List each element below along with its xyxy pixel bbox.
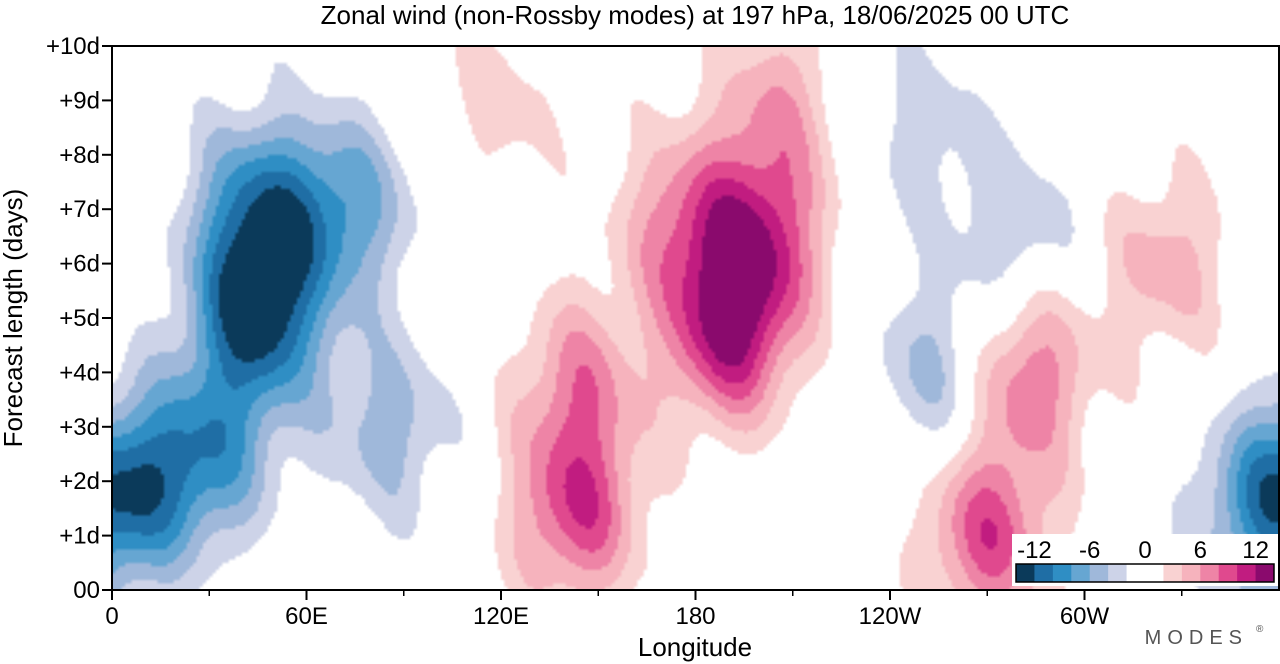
- colorbar-swatch: [1255, 564, 1275, 582]
- y-axis: 00 +1d +2d +3d +4d +5d +6d +7d +8d +9d +10d: [46, 33, 112, 604]
- y-tick-label: +4d: [59, 359, 100, 386]
- colorbar-swatch: [1218, 564, 1238, 582]
- colorbar-swatch: [1237, 564, 1257, 582]
- x-tick-label: 180: [675, 603, 715, 630]
- colorbar-swatch: [1034, 564, 1054, 582]
- colorbar-label: 0: [1138, 537, 1151, 564]
- y-tick-label: +6d: [59, 251, 100, 278]
- x-tick-label: 60E: [285, 603, 328, 630]
- y-tick-label: +2d: [59, 468, 100, 495]
- colorbar-swatch: [1016, 564, 1035, 582]
- y-tick-label: +10d: [46, 33, 100, 60]
- colorbar-swatch: [1052, 564, 1072, 582]
- x-axis: 0 60E 120E 180 120W 60W: [105, 590, 1183, 630]
- colorbar: -12 -6 0 6 12: [1012, 534, 1278, 586]
- colorbar-swatch: [1089, 564, 1109, 582]
- y-tick-label: 00: [73, 577, 100, 604]
- y-tick-label: +7d: [59, 196, 100, 223]
- colorbar-swatch: [1108, 564, 1128, 582]
- colorbar-swatch: [1200, 564, 1220, 582]
- modes-logo: MODES: [1145, 627, 1248, 649]
- registered-mark: ®: [1256, 624, 1264, 635]
- colorbar-label: 6: [1194, 537, 1207, 564]
- plot-area: [111, 45, 1280, 591]
- y-tick-label: +1d: [59, 523, 100, 550]
- y-tick-label: +5d: [59, 305, 100, 332]
- y-tick-label: +8d: [59, 142, 100, 169]
- colorbar-swatch: [1071, 564, 1091, 582]
- chart-title: Zonal wind (non-Rossby modes) at 197 hPa…: [321, 0, 1070, 30]
- y-tick-label: +3d: [59, 414, 100, 441]
- x-tick-label: 120W: [859, 603, 922, 630]
- colorbar-label: -6: [1079, 537, 1100, 564]
- x-tick-label: 0: [105, 603, 118, 630]
- colorbar-swatch: [1181, 564, 1201, 582]
- x-tick-label: 60W: [1060, 603, 1110, 630]
- colorbar-label: -12: [1017, 537, 1052, 564]
- colorbar-swatch: [1145, 564, 1164, 582]
- colorbar-swatch: [1126, 564, 1146, 582]
- x-axis-label: Longitude: [638, 632, 752, 662]
- y-tick-label: +9d: [59, 87, 100, 114]
- y-axis-label: Forecast length (days): [0, 189, 28, 448]
- heatmap-field: [112, 46, 1279, 590]
- x-tick-label: 120E: [473, 603, 529, 630]
- colorbar-frame: [1015, 563, 1275, 583]
- colorbar-swatch: [1163, 564, 1183, 582]
- colorbar-label: 12: [1242, 537, 1269, 564]
